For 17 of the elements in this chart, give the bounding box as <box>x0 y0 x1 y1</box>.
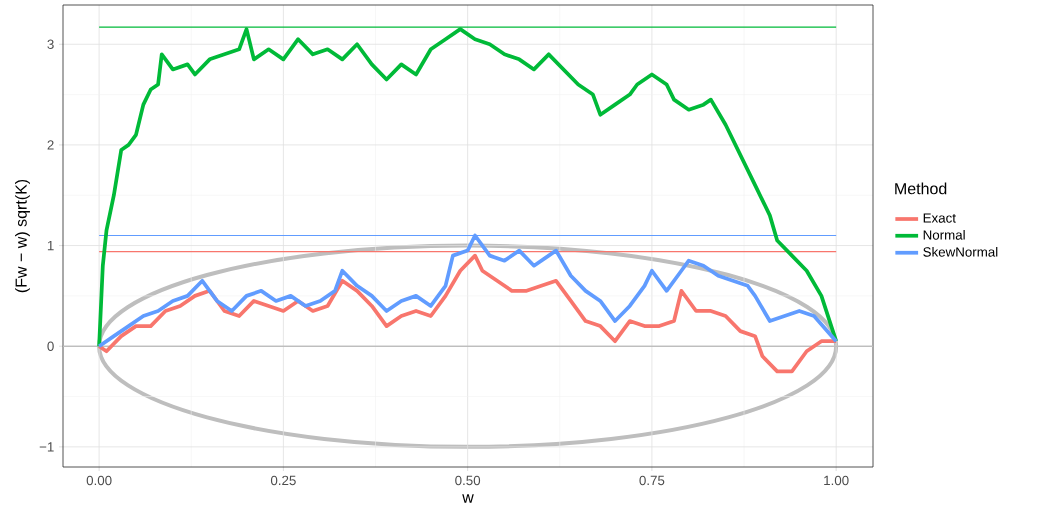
legend-label: Exact <box>923 213 956 223</box>
y-tick-label: −1 <box>39 442 54 452</box>
x-tick-label: 0.00 <box>86 475 112 486</box>
x-tick-label: 0.25 <box>270 475 296 486</box>
legend-label: SkewNormal <box>923 246 998 257</box>
y-axis-title: (Fw − w) sqrt(K) <box>15 179 30 293</box>
legend-label: Normal <box>923 229 965 240</box>
y-tick-label: 0 <box>47 341 54 351</box>
line-series <box>97 253 839 374</box>
y-tick-label: 1 <box>47 240 54 251</box>
legend-title: Method <box>895 182 947 195</box>
x-tick-label: 1.00 <box>824 475 849 486</box>
x-tick-label: 0.50 <box>455 475 481 486</box>
y-tick-label: 3 <box>47 39 54 49</box>
x-axis-title: w <box>462 494 474 503</box>
y-tick-label: 2 <box>47 140 54 150</box>
x-tick-label: 0.75 <box>639 475 665 486</box>
